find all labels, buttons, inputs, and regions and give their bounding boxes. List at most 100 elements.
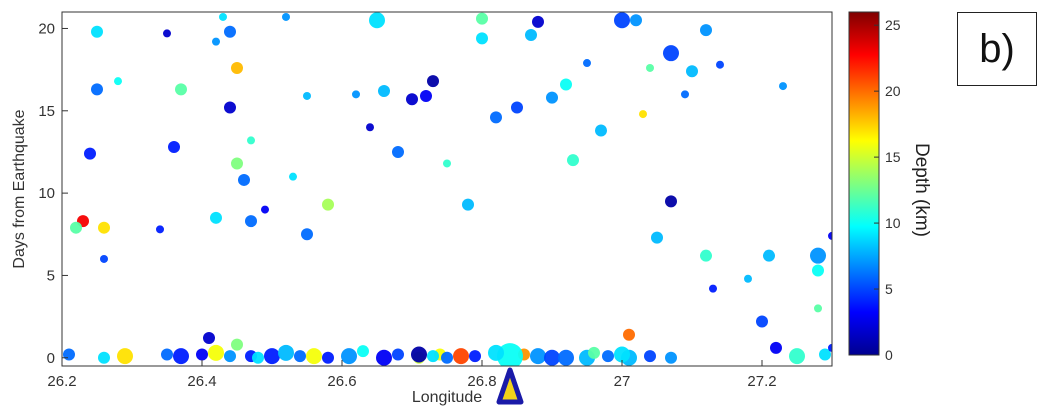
data-point — [264, 348, 280, 365]
data-point — [828, 231, 832, 240]
x-tick-label: 26.6 — [327, 373, 356, 390]
data-point — [163, 29, 171, 38]
x-tick-label: 26.8 — [467, 373, 496, 390]
data-point — [646, 63, 654, 72]
data-point — [278, 344, 294, 361]
colorbar-tick-label: 5 — [885, 281, 893, 297]
data-point — [630, 14, 642, 27]
data-point — [392, 145, 404, 158]
data-point — [462, 198, 474, 211]
x-axis-ticks: 26.2 26.4 26.6 26.8 27 27.2 — [47, 360, 777, 390]
data-point — [681, 90, 689, 99]
data-point — [203, 332, 215, 345]
data-point — [810, 247, 826, 264]
data-point — [476, 12, 488, 25]
data-point — [289, 172, 297, 181]
data-point — [623, 328, 635, 341]
data-point — [224, 25, 236, 38]
data-point — [306, 348, 322, 365]
data-point — [770, 341, 782, 354]
data-point — [70, 221, 82, 234]
y-tick-label: 0 — [47, 350, 55, 367]
data-point — [63, 348, 75, 361]
data-point — [261, 205, 269, 214]
data-point — [376, 349, 392, 366]
data-point — [789, 348, 805, 365]
data-point — [406, 93, 418, 106]
data-point — [117, 348, 133, 365]
x-tick-label: 26.2 — [47, 373, 76, 390]
data-point — [558, 349, 574, 366]
panel-label: b) — [957, 12, 1037, 86]
data-point — [247, 136, 255, 145]
data-point — [441, 351, 453, 364]
colorbar-tick-label: 15 — [885, 149, 901, 165]
data-point — [453, 348, 469, 365]
data-point — [322, 351, 334, 364]
data-point — [700, 249, 712, 262]
data-point — [583, 59, 591, 68]
data-point — [530, 348, 546, 365]
data-point — [369, 12, 385, 29]
data-point — [595, 124, 607, 137]
data-point — [663, 45, 679, 62]
data-point — [210, 211, 222, 224]
data-point — [208, 344, 224, 361]
data-point — [488, 344, 504, 361]
data-point — [84, 147, 96, 160]
data-point — [161, 348, 173, 361]
data-point — [91, 83, 103, 96]
data-point — [763, 249, 775, 262]
data-point — [814, 304, 822, 313]
data-point — [341, 348, 357, 365]
data-point — [303, 91, 311, 100]
data-point — [378, 85, 390, 98]
data-point — [644, 350, 656, 363]
data-point — [98, 221, 110, 234]
data-point — [252, 351, 264, 364]
data-point — [716, 60, 724, 69]
data-point — [219, 12, 227, 21]
data-point — [588, 346, 600, 359]
y-tick-label: 10 — [38, 185, 55, 202]
x-tick-label: 27 — [614, 373, 631, 390]
data-point — [756, 315, 768, 328]
data-point — [294, 350, 306, 363]
data-point — [469, 350, 481, 363]
data-point — [352, 90, 360, 99]
colorbar-tick-label: 20 — [885, 83, 901, 99]
data-point — [497, 343, 523, 366]
y-axis-label: Days from Earthquake — [11, 109, 28, 268]
data-point — [614, 346, 630, 363]
data-point — [651, 231, 663, 244]
data-point — [546, 91, 558, 104]
data-point — [114, 77, 122, 86]
colorbar-tick-label: 25 — [885, 17, 901, 33]
data-point — [366, 123, 374, 132]
data-point — [819, 348, 831, 361]
data-point — [322, 198, 334, 211]
data-point — [224, 101, 236, 114]
data-point — [602, 350, 614, 363]
data-point — [173, 348, 189, 365]
colorbar — [848, 11, 880, 356]
data-point — [392, 348, 404, 361]
data-point — [427, 75, 439, 88]
data-point — [490, 111, 502, 124]
data-point — [100, 254, 108, 263]
data-point — [525, 29, 537, 42]
x-axis-label: Longitude — [412, 389, 482, 406]
colorbar-tick-label: 0 — [885, 347, 893, 363]
data-point — [686, 65, 698, 78]
data-point — [196, 348, 208, 361]
data-point — [665, 195, 677, 208]
data-point — [231, 157, 243, 170]
data-point — [175, 83, 187, 96]
data-point — [614, 12, 630, 29]
data-point — [420, 89, 432, 102]
data-point — [168, 141, 180, 154]
data-point — [560, 78, 572, 91]
data-point — [779, 82, 787, 91]
data-point — [98, 351, 110, 364]
data-point — [532, 15, 544, 28]
